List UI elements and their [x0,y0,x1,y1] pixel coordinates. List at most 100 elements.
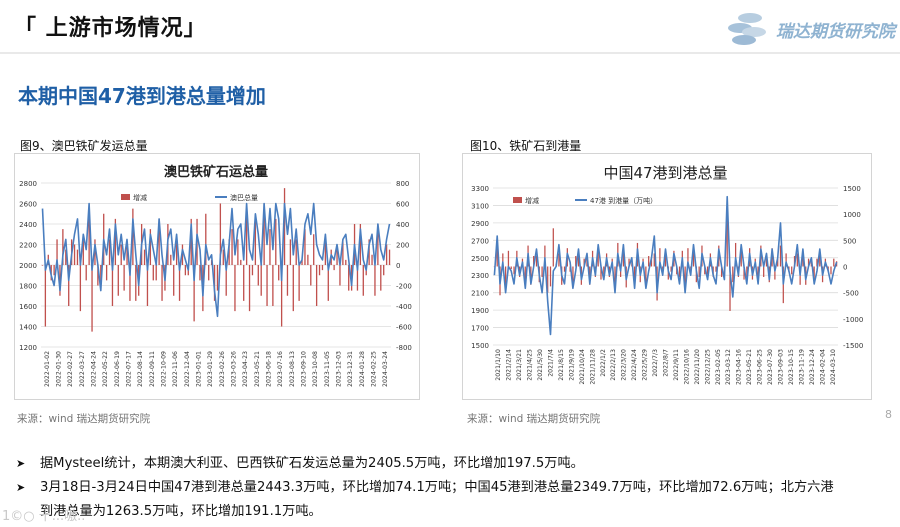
bar-change [318,265,321,276]
x-tick-label: 2022-02-27 [67,351,74,387]
x-tick-label: 2023-04-23 [242,351,249,387]
bar-change [79,265,82,312]
legend-swatch-bar [121,194,130,200]
x-tick-label: 2022-09-11 [149,351,156,387]
bar-change [251,265,254,276]
bullet-item: ➤ 3月18日-3月24日中国47港到港总量2443.3万吨，环比增加74.1万… [14,476,896,524]
bar-change [88,218,90,265]
bar-change [105,265,108,281]
x-tick-label: 2023-07-30 [767,349,774,385]
bullet-list: ➤ 据Mysteel统计，本期澳大利亚、巴西铁矿石发运总量为2405.5万吨，环… [14,452,896,524]
legend-label: 增减 [525,196,539,205]
bar-change [746,266,748,277]
bar-change [94,239,96,265]
bar-change [178,265,181,301]
x-tick-label: 2023-04-16 [736,349,743,385]
bar-change [275,218,277,265]
x-tick-label: 2024-01-28 [359,351,366,387]
x-tick-label: 2023-07-16 [277,351,284,387]
bar-change [278,265,280,281]
bar-change [149,229,152,265]
chart-port-arrivals: 中国47港到港总量 1500 1700 1900 2100 2300 2500 2700 290… [462,153,872,400]
x-tick-label: 2022-03-27 [79,351,86,387]
bar-change [114,218,117,265]
bar-change [76,249,79,265]
y-right-tick-label: 200 [396,242,409,250]
bar-change [549,266,552,287]
bar-change [85,265,87,281]
y-left-tick-label: 2600 [19,201,37,209]
bar-change [234,265,236,312]
chart-title: 中国47港到港总量 [603,164,727,182]
bar-change [208,265,210,281]
bar-change [614,266,616,285]
bar-change [385,244,388,265]
y-left-tick-label: 1800 [19,283,37,291]
x-tick-label: 2021/10/24 [579,349,586,385]
bar-change [687,248,689,267]
bar-change [170,254,172,265]
y-right-tick-label: -200 [396,283,412,291]
x-tick-label: 2022-08-14 [137,351,144,387]
bar-change [577,253,580,267]
bar-change [62,229,64,265]
y-left-tick-label: 1500 [471,342,489,350]
bar-change [603,266,605,275]
bar-change [779,245,782,267]
y-left-tick-label: 1200 [19,344,37,352]
bar-change [704,266,706,275]
y-left-tick-label: 2100 [471,290,489,298]
bar-change [698,266,700,277]
chart-2-svg: 中国47港到港总量 1500 1700 1900 2100 2300 2500 2700 290… [471,164,863,385]
bar-change [740,248,742,267]
x-tick-label: 2022/11/20 [694,349,701,385]
x-tick-label: 2023-12-03 [336,351,343,387]
y-right-tick-label: 1500 [843,185,861,193]
bar-change [734,242,737,267]
bar-change [333,265,335,271]
x-tick-label: 2023-05-21 [746,349,753,385]
bar-change [152,265,154,281]
y-left-tick-label: 1700 [471,325,489,333]
x-tick-label: 2023-06-18 [266,351,273,387]
bar-change [726,216,728,267]
bar-change [173,265,175,296]
chart-title: 澳巴铁矿石运总量 [164,164,268,180]
x-tick-label: 2024-02-25 [371,351,378,387]
bar-change [496,242,498,267]
bar-change [248,265,251,312]
bullet-item: ➤ 据Mysteel统计，本期澳大利亚、巴西铁矿石发运总量为2405.5万吨，环… [14,452,896,476]
bar-change [816,258,818,267]
y-right-tick-label: -1000 [843,316,863,324]
x-tick-label: 2023-11-19 [798,349,805,385]
y-right-tick-label: 400 [396,221,409,229]
bar-change [324,239,327,265]
header-title: 「 上游市场情况」 [14,16,207,41]
y-left-tick-label: 2500 [471,255,489,263]
bar-change [368,239,370,265]
y-left-tick-label: 3300 [471,185,489,193]
x-tick-label: 2022/7/3 [652,349,659,377]
y-left-tick-label: 1900 [471,307,489,315]
y-right-tick-label: 600 [396,201,409,209]
bar-change [245,208,248,265]
bar-change [339,265,341,286]
y-left-tick-label: 2400 [19,221,37,229]
company-logo: 瑞达期货研究院 [724,8,895,48]
y-left-tick-label: 2000 [19,262,37,270]
source-note-2: 来源：wind 瑞达期货研究院 [467,413,601,425]
x-tick-label: 2021/2/14 [506,349,513,381]
bar-change [377,224,379,265]
bar-change [313,234,315,265]
bar-change [205,213,207,265]
chart-ausbr-shipments: 澳巴铁矿石运总量 1200 1400 1600 1800 2000 2200 2400 2600… [14,153,420,400]
bar-change [634,266,636,285]
bar-change [785,253,787,267]
y-right-tick-label: 1000 [843,211,861,219]
bar-change [659,248,661,267]
y-left-tick-label: 1400 [19,324,37,332]
bar-change [286,265,289,296]
bar-change [371,254,373,265]
bar-change [763,266,765,277]
y-right-tick-label: 500 [843,237,856,245]
